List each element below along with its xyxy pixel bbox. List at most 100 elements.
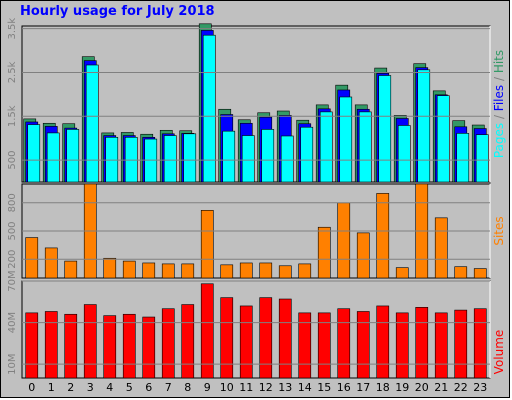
chart-title: Hourly usage for July 2018 <box>20 4 215 19</box>
x-tick-label: 23 <box>473 381 487 394</box>
sites-bar <box>434 217 448 279</box>
y-tick-label: 500 <box>7 151 18 170</box>
volume-bar <box>337 308 351 379</box>
x-tick-label: 21 <box>434 381 448 394</box>
sites-bar <box>454 266 468 279</box>
x-tick-label: 9 <box>204 381 211 394</box>
sites-bar <box>122 260 136 279</box>
x-tick-label: 13 <box>278 381 292 394</box>
panel-3 <box>21 280 491 379</box>
volume-bar <box>25 312 39 379</box>
sites-bar <box>356 232 370 279</box>
x-tick-label: 2 <box>67 381 74 394</box>
y-tick-label: 3.5k <box>7 18 18 40</box>
sites-bar <box>200 210 214 279</box>
pages-bar <box>339 96 353 183</box>
sites-bar <box>181 263 195 279</box>
sites-bar <box>64 260 78 279</box>
x-tick-label: 18 <box>376 381 390 394</box>
volume-bar <box>44 311 58 379</box>
legend-volume: Volume <box>492 330 506 375</box>
x-tick-label: 4 <box>106 381 113 394</box>
y-tick-label: 500 <box>7 221 18 240</box>
x-tick-label: 12 <box>259 381 273 394</box>
volume-bar <box>122 313 136 379</box>
pages-bar <box>85 64 99 183</box>
x-tick-label: 14 <box>298 381 312 394</box>
sites-bar <box>317 226 331 279</box>
x-tick-label: 20 <box>415 381 429 394</box>
pages-bar <box>261 129 275 183</box>
volume-bar <box>415 307 429 379</box>
pages-bar <box>202 34 216 183</box>
volume-bar <box>161 308 175 379</box>
volume-bar <box>395 312 409 379</box>
volume-bar <box>356 311 370 379</box>
legend-hits: Hits <box>492 50 506 73</box>
pages-bar <box>27 124 41 183</box>
volume-bar <box>259 297 273 379</box>
y-tick-label: 800 <box>7 193 18 212</box>
legend-sep: / <box>492 111 506 123</box>
legend-sites: Sites <box>492 216 506 245</box>
sites-bar <box>142 262 156 279</box>
x-tick-label: 0 <box>28 381 35 394</box>
volume-bar <box>434 312 448 379</box>
pages-bar <box>46 132 60 183</box>
volume-bar <box>473 308 487 379</box>
sites-bar <box>44 247 58 279</box>
panel-1 <box>21 25 491 183</box>
pages-bar <box>319 111 333 183</box>
sites-bar <box>337 202 351 279</box>
volume-bar <box>64 313 78 379</box>
legend-pages-files-hits: Pages / Files / Hits <box>492 50 506 158</box>
volume-bar <box>317 312 331 379</box>
pages-bar <box>436 95 450 183</box>
pages-bar <box>378 75 392 183</box>
sites-bar <box>103 257 117 279</box>
volume-bar <box>200 283 214 379</box>
pages-bar <box>417 69 431 183</box>
sites-bar <box>239 262 253 279</box>
y-tick-label: 200 <box>7 250 18 269</box>
volume-bar <box>83 304 97 379</box>
y-tick-label: 70M <box>7 270 18 291</box>
sites-bar <box>395 267 409 279</box>
legend-pages: Pages <box>492 123 506 158</box>
x-tick-label: 17 <box>356 381 370 394</box>
x-tick-label: 3 <box>87 381 94 394</box>
x-tick-label: 15 <box>317 381 331 394</box>
y-tick-label: 2.5k <box>7 61 18 83</box>
y-tick-label: 1.5k <box>7 105 18 127</box>
pages-bar <box>397 125 411 183</box>
sites-bar <box>161 263 175 279</box>
x-tick-label: 22 <box>454 381 468 394</box>
x-tick-label: 1 <box>48 381 55 394</box>
sites-bar <box>473 268 487 279</box>
volume-bar <box>142 316 156 379</box>
sites-bar <box>220 264 234 279</box>
pages-bar <box>183 133 197 183</box>
x-tick-label: 19 <box>395 381 409 394</box>
x-tick-label: 7 <box>165 381 172 394</box>
pages-bar <box>163 135 177 183</box>
pages-bar <box>475 134 489 183</box>
volume-bar <box>103 315 117 379</box>
volume-bar <box>181 304 195 379</box>
legend-files: Files <box>492 85 506 111</box>
sites-bar <box>278 265 292 279</box>
volume-bar <box>239 305 253 379</box>
sites-bar <box>25 237 39 279</box>
pages-bar <box>280 135 294 183</box>
x-tick-label: 10 <box>220 381 234 394</box>
x-tick-label: 6 <box>145 381 152 394</box>
pages-bar <box>222 130 236 183</box>
pages-bar <box>456 133 470 183</box>
volume-bar <box>220 297 234 379</box>
sites-bar <box>298 263 312 279</box>
x-tick-label: 11 <box>239 381 253 394</box>
volume-bar <box>376 305 390 379</box>
x-tick-label: 5 <box>126 381 133 394</box>
sites-bar <box>376 193 390 279</box>
x-tick-label: 16 <box>337 381 351 394</box>
